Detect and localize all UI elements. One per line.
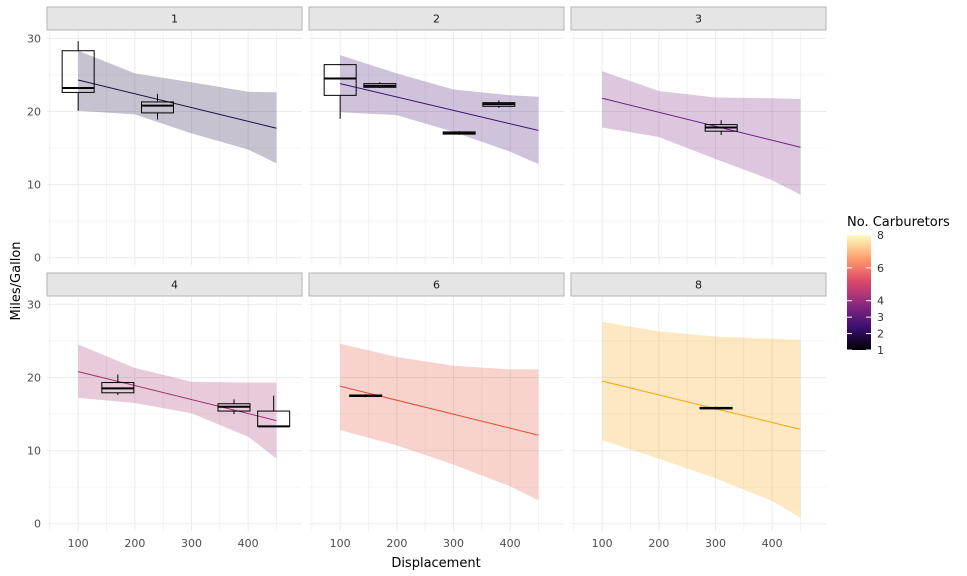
boxplot <box>323 63 357 119</box>
facet-strip-label: 3 <box>695 13 702 26</box>
gridlines <box>309 31 564 265</box>
confidence-band <box>78 50 277 164</box>
boxplot <box>349 394 383 398</box>
x-tick-label: 200 <box>648 537 669 550</box>
facet-strip <box>570 272 827 297</box>
boxplot <box>61 41 95 111</box>
legend-title: No. Carburetors <box>847 215 950 230</box>
legend-label-3: 3 <box>877 311 884 324</box>
facet-strip-label: 8 <box>695 279 702 292</box>
facet-panel-4: 4 100 200 300 400 0 10 20 30 <box>27 272 303 550</box>
y-tick-label: 30 <box>27 298 41 311</box>
facet-panel-6: 6 100 200 300 400 <box>308 272 565 550</box>
y-axis-title: Miles/Gallon <box>9 241 24 320</box>
gridlines <box>309 297 564 531</box>
x-tick-label: 400 <box>500 537 521 550</box>
legend-label-6: 6 <box>877 262 884 275</box>
facet-strip-label: 4 <box>171 279 178 292</box>
y-tick-label: 10 <box>27 445 41 458</box>
boxplot <box>101 374 135 395</box>
facet-panel-3: 3 <box>570 6 827 265</box>
gridlines <box>571 31 826 265</box>
boxplot <box>704 120 738 135</box>
y-tick-label: 0 <box>34 518 41 531</box>
facet-strip <box>46 272 303 297</box>
facet-strip <box>308 272 565 297</box>
regression-line <box>78 79 277 129</box>
confidence-band <box>340 343 539 501</box>
boxplot <box>217 399 251 414</box>
facet-panel-8: 8 100 200 300 400 <box>570 272 827 550</box>
x-tick-label: 300 <box>443 537 464 550</box>
regression-line <box>340 385 539 436</box>
confidence-band <box>78 344 277 459</box>
facet-strip-label: 2 <box>433 13 440 26</box>
x-tick-label: 200 <box>386 537 407 550</box>
x-tick-label: 100 <box>68 537 89 550</box>
regression-line <box>602 380 801 430</box>
legend-colorbar-fill <box>847 235 871 350</box>
box <box>61 50 95 93</box>
legend-label-1: 1 <box>877 344 884 357</box>
x-tick-label: 400 <box>762 537 783 550</box>
facet-strip-label: 6 <box>433 279 440 292</box>
y-tick-label: 0 <box>34 252 41 265</box>
x-tick-label: 300 <box>181 537 202 550</box>
boxplot <box>363 82 397 89</box>
y-tick-label: 20 <box>27 371 41 384</box>
legend-label-2: 2 <box>877 328 884 341</box>
boxplot <box>482 100 516 108</box>
y-tick-label: 10 <box>27 179 41 192</box>
box <box>323 64 357 96</box>
facet-strip <box>46 6 303 31</box>
regression-line <box>340 83 539 131</box>
x-tick-label: 100 <box>330 537 351 550</box>
facet-panel-2: 2 <box>308 6 565 265</box>
x-tick-label: 200 <box>124 537 145 550</box>
boxplot <box>141 93 174 120</box>
confidence-band <box>340 55 539 165</box>
legend-label-4: 4 <box>877 295 884 308</box>
regression-line <box>602 97 801 148</box>
legend-label-8: 8 <box>877 229 884 242</box>
gridlines <box>47 297 302 531</box>
box <box>141 101 174 114</box>
gridlines <box>47 31 302 265</box>
confidence-band <box>602 71 801 195</box>
confidence-band <box>602 321 801 518</box>
x-tick-label: 400 <box>238 537 259 550</box>
x-tick-label: 100 <box>592 537 613 550</box>
regression-line <box>78 371 277 422</box>
legend: No. Carburetors 1 2 3 4 6 8 <box>847 215 950 357</box>
facet-strip <box>308 6 565 31</box>
boxplot <box>699 406 733 410</box>
legend-colorbar: 1 2 3 4 6 8 <box>847 229 884 357</box>
x-tick-label: 300 <box>705 537 726 550</box>
y-tick-label: 20 <box>27 105 41 118</box>
boxplot <box>442 131 476 135</box>
x-axis-title: Displacement <box>391 556 480 571</box>
facet-strip <box>570 6 827 31</box>
boxplot <box>257 395 291 428</box>
y-tick-label: 30 <box>27 32 41 45</box>
gridlines <box>571 297 826 531</box>
facet-strip-label: 1 <box>171 13 178 26</box>
